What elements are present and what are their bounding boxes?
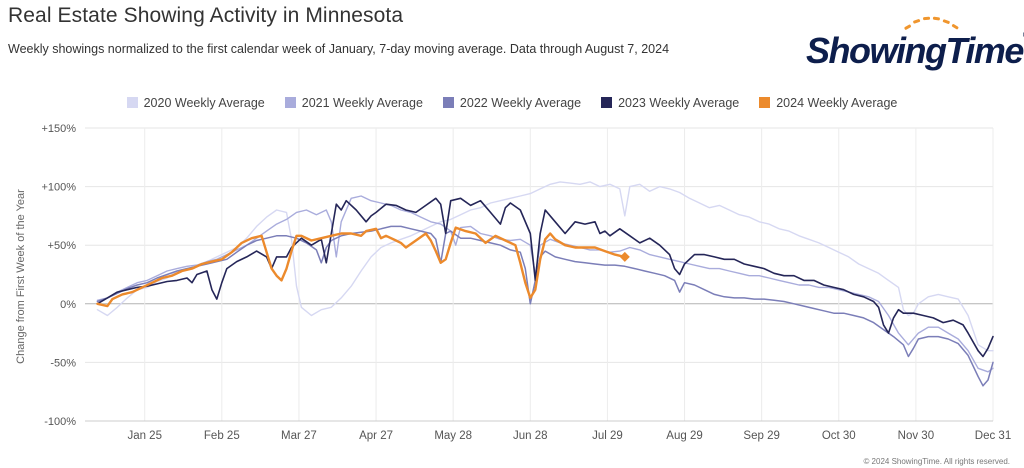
series-line-2020-weekly-average [96, 181, 994, 352]
legend-swatch [126, 97, 138, 108]
x-tick-label: Jun 28 [513, 430, 548, 442]
y-tick-label: -100% [44, 416, 76, 428]
x-tick-label: Jul 29 [592, 430, 623, 442]
x-tick-label: Jan 25 [127, 430, 162, 442]
logo-wordmark: ShowingTime [806, 30, 1024, 71]
x-tick-label: Aug 29 [666, 430, 702, 442]
legend-swatch [601, 97, 613, 108]
series-line-2024-weekly-average [96, 226, 626, 308]
legend-label: 2023 Weekly Average [618, 96, 740, 110]
x-tick-label: Nov 30 [898, 430, 934, 442]
x-tick-label: Oct 30 [822, 430, 856, 442]
legend-item[interactable]: 2022 Weekly Average [442, 96, 582, 110]
logo-registered-mark: ® [1023, 30, 1024, 41]
legend-item[interactable]: 2024 Weekly Average [759, 96, 897, 110]
page-title: Real Estate Showing Activity in Minnesot… [8, 4, 404, 27]
showingtime-logo: ShowingTime® [800, 14, 1024, 78]
logo-dots-icon [904, 16, 959, 30]
legend-label: 2024 Weekly Average [776, 96, 898, 110]
copyright-footer: © 2024 ShowingTime. All rights reserved. [863, 457, 1010, 466]
legend-item[interactable]: 2020 Weekly Average [126, 96, 265, 110]
y-tick-label: +150% [41, 123, 76, 135]
legend-label: 2022 Weekly Average [459, 96, 582, 110]
x-tick-label: Apr 27 [359, 430, 393, 442]
chart-legend: 2020 Weekly Average 2021 Weekly Average 20… [0, 96, 1024, 110]
y-tick-label: 0% [60, 299, 76, 311]
legend-item[interactable]: 2021 Weekly Average [284, 96, 423, 110]
page-subtitle: Weekly showings normalized to the first … [8, 42, 670, 56]
x-tick-label: Sep 29 [743, 430, 779, 442]
x-tick-label: Mar 27 [281, 430, 317, 442]
legend-swatch [284, 97, 296, 108]
y-axis-title: Change from First Week of the Year [15, 189, 27, 364]
legend-swatch [759, 97, 771, 108]
legend-swatch [442, 97, 454, 108]
legend-label: 2021 Weekly Average [301, 96, 423, 110]
y-tick-label: -50% [50, 357, 76, 369]
y-tick-label: +100% [41, 182, 76, 194]
legend-label: 2020 Weekly Average [143, 96, 265, 110]
x-tick-label: May 28 [434, 430, 472, 442]
x-tick-label: Dec 31 [975, 430, 1011, 442]
x-tick-label: Feb 25 [204, 430, 240, 442]
series-line-2021-weekly-average [96, 195, 994, 373]
series-line-2023-weekly-average [96, 197, 994, 358]
legend-item[interactable]: 2023 Weekly Average [601, 96, 739, 110]
series-end-marker [619, 251, 630, 262]
y-tick-label: +50% [48, 240, 77, 252]
